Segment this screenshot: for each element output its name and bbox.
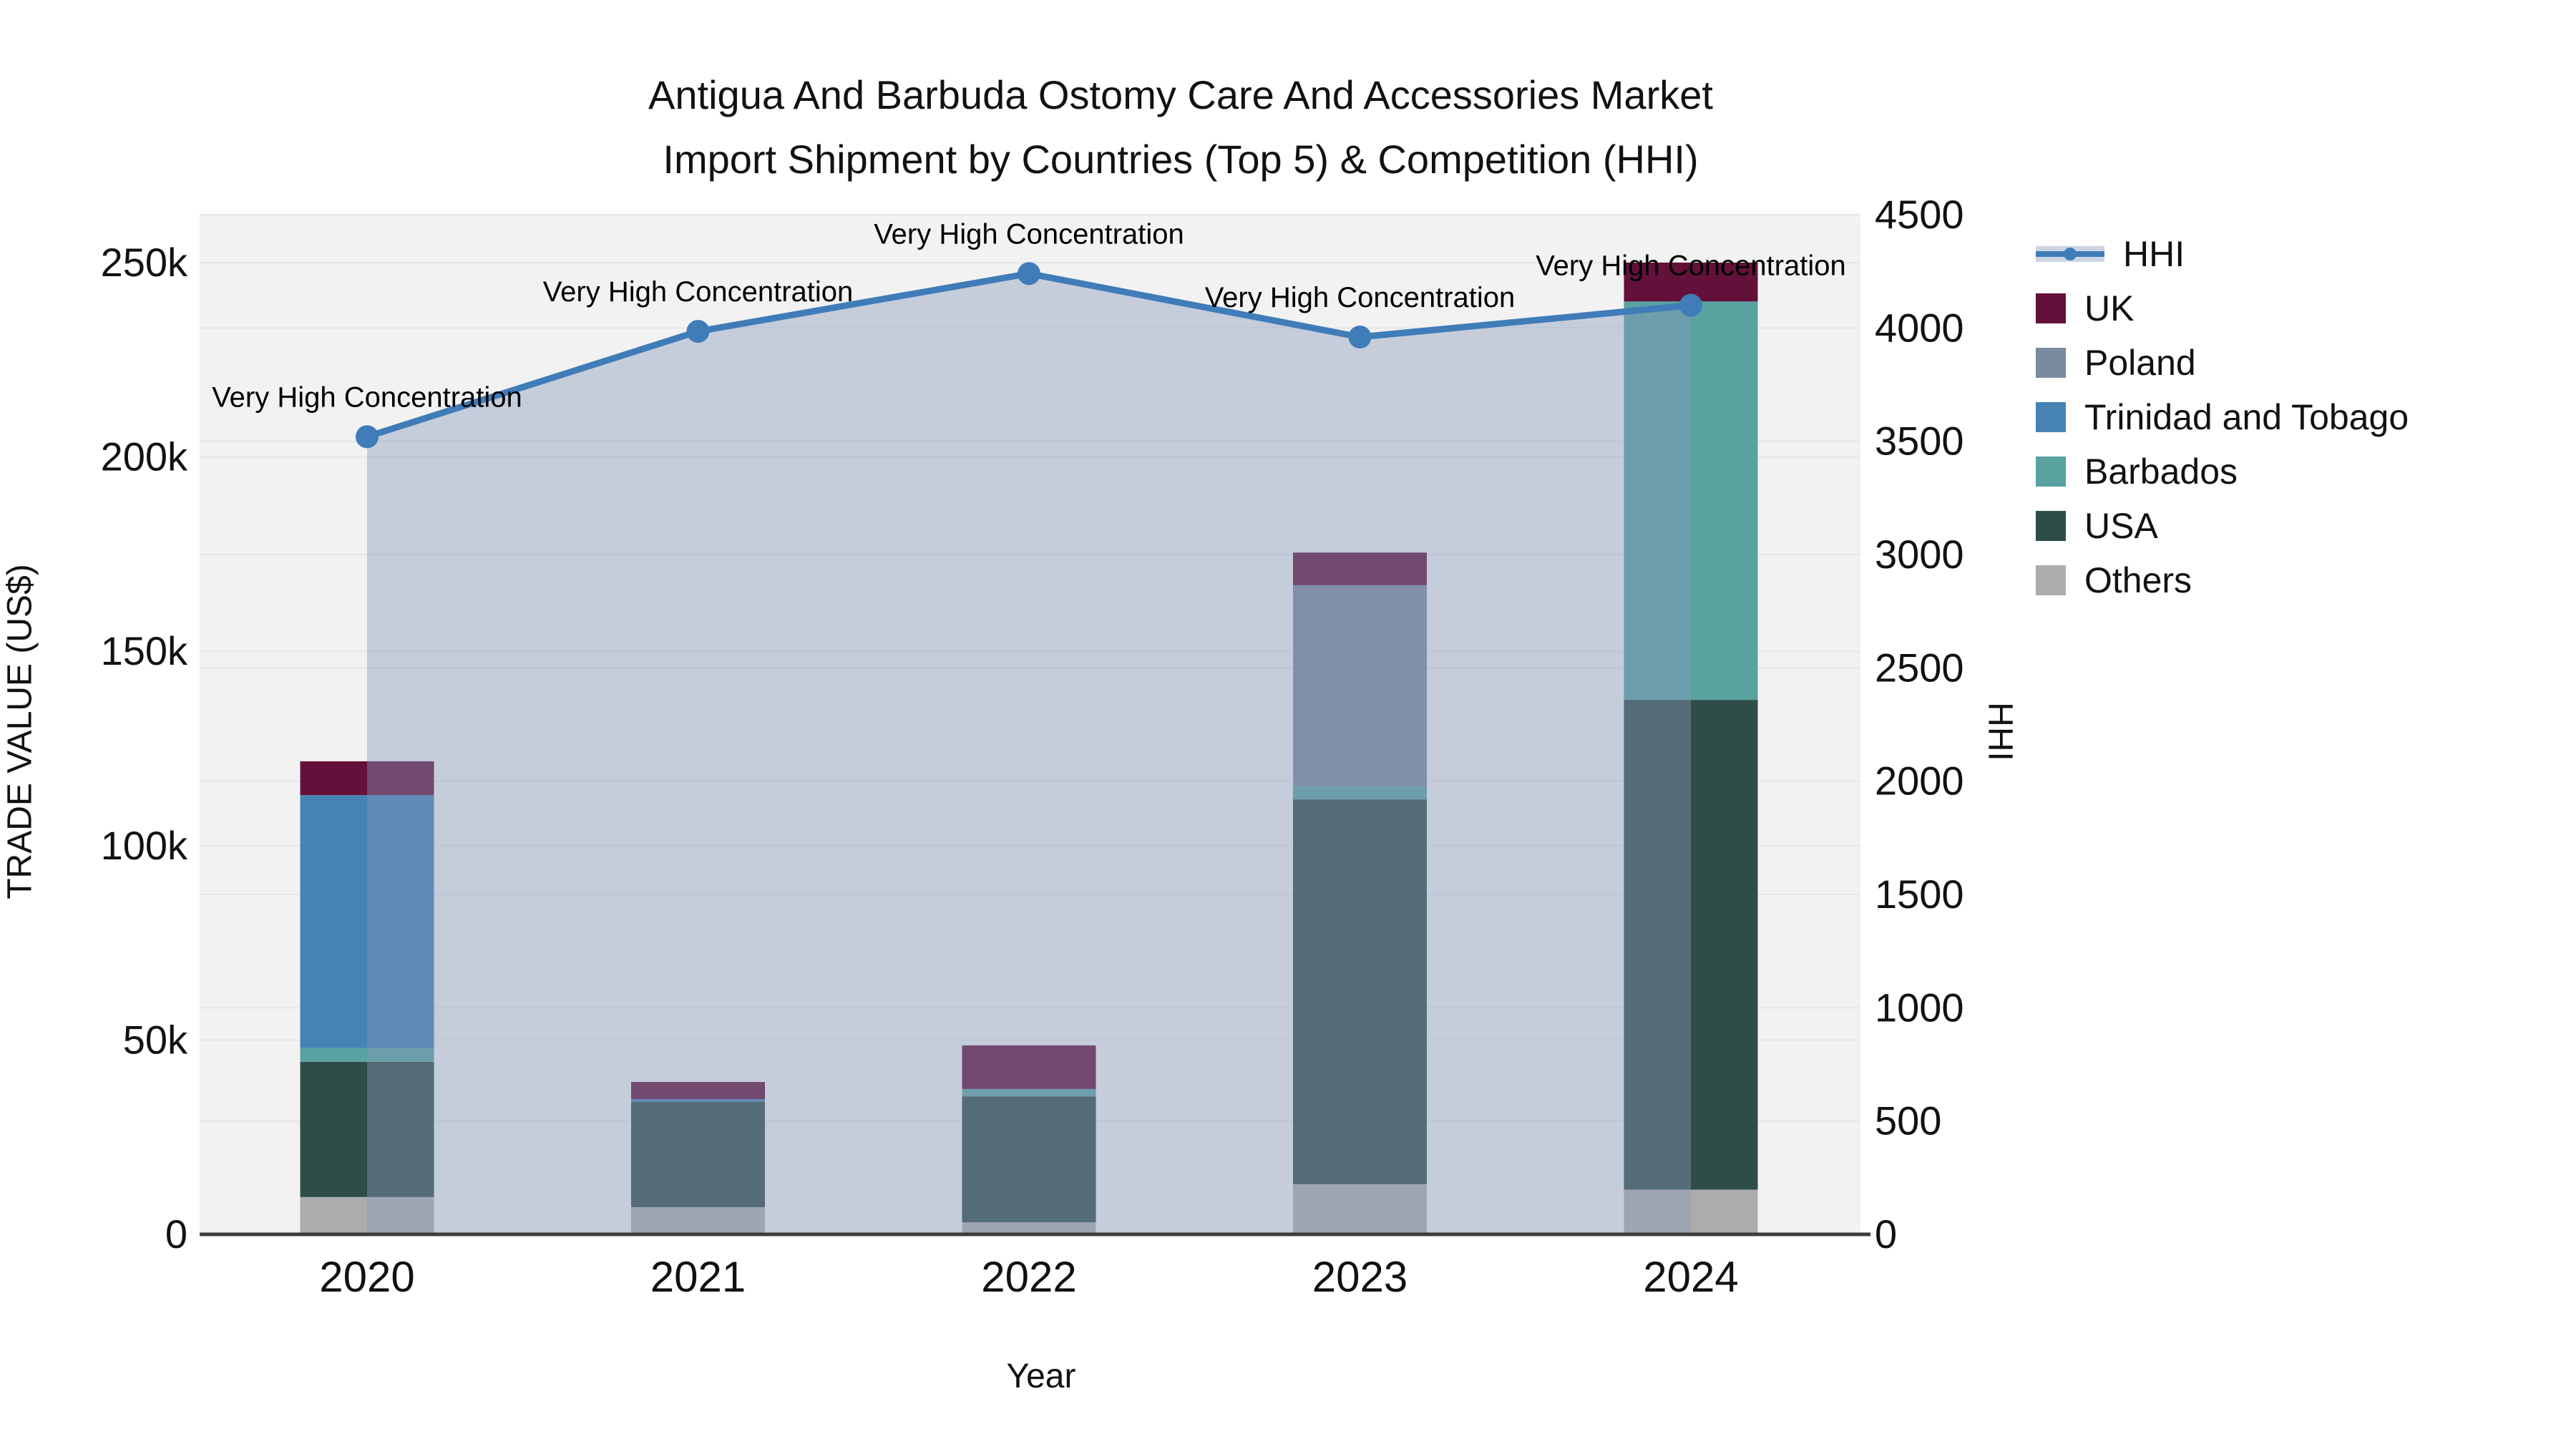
bar-segment-others-2020[interactable]	[300, 1196, 434, 1234]
chart-title-line2: Import Shipment by Countries (Top 5) & C…	[663, 137, 1699, 182]
bar-segment-usa-2021[interactable]	[631, 1101, 765, 1207]
legend-label: HHI	[2123, 234, 2185, 274]
bar-segment-poland-2023[interactable]	[1293, 585, 1427, 787]
legend-label: Trinidad and Tobago	[2084, 397, 2409, 437]
legend-label: USA	[2084, 506, 2158, 546]
x-tick-2021: 2021	[650, 1253, 746, 1301]
hhi-marker-2023[interactable]	[1348, 326, 1372, 348]
legend: HHI UK Poland Trinidad and Tobago Barbados US…	[2036, 234, 2409, 600]
hhi-area-fill	[367, 273, 1691, 1234]
legend-label: Barbados	[2084, 452, 2238, 492]
x-tick-2022: 2022	[981, 1253, 1076, 1301]
bar-segment-barbados-2020[interactable]	[300, 1048, 434, 1062]
x-tick-2020: 2020	[319, 1253, 414, 1301]
y-left-tick-150k: 150k	[101, 628, 188, 673]
x-axis-title: Year	[1006, 1357, 1076, 1395]
bar-segment-usa-2024[interactable]	[1624, 700, 1758, 1190]
bar-segment-uk-2023[interactable]	[1293, 552, 1427, 585]
legend-item-others[interactable]: Others	[2036, 560, 2409, 600]
y-right-tick-3000: 3000	[1875, 532, 1964, 577]
bar-segment-usa-2022[interactable]	[962, 1096, 1096, 1223]
bar-segment-others-2022[interactable]	[962, 1222, 1096, 1234]
color-swatch-icon	[2036, 293, 2066, 323]
legend-label: Others	[2084, 560, 2192, 600]
bar-segment-uk-2022[interactable]	[962, 1045, 1096, 1089]
y-right-tick-2500: 2500	[1875, 645, 1964, 690]
bar-segment-usa-2023[interactable]	[1293, 799, 1427, 1184]
color-swatch-icon	[2036, 565, 2066, 595]
y-right-tick-0: 0	[1875, 1211, 1897, 1257]
y-right-tick-1500: 1500	[1875, 872, 1964, 917]
color-swatch-icon	[2036, 511, 2066, 541]
y-right-tick-4000: 4000	[1875, 305, 1964, 350]
y-left-tick-0: 0	[165, 1211, 187, 1257]
hhi-marker-2024[interactable]	[1679, 293, 1702, 317]
color-swatch-icon	[2036, 348, 2066, 378]
hhi-line-dot	[2064, 248, 2077, 260]
bar-segment-others-2024[interactable]	[1624, 1189, 1758, 1234]
bar-segment-uk-2021[interactable]	[631, 1082, 765, 1099]
legend-item-barbados[interactable]: Barbados	[2036, 452, 2409, 492]
bar-segment-uk-2020[interactable]	[300, 761, 434, 796]
legend-item-poland[interactable]: Poland	[2036, 343, 2409, 383]
legend-label: Poland	[2084, 343, 2196, 383]
x-tick-2024: 2024	[1643, 1253, 1738, 1301]
hhi-marker-2020[interactable]	[356, 425, 379, 449]
x-tick-2023: 2023	[1312, 1253, 1407, 1301]
color-swatch-icon	[2036, 457, 2066, 487]
legend-item-usa[interactable]: USA	[2036, 506, 2409, 546]
legend-item-trinidad-and-tobago[interactable]: Trinidad and Tobago	[2036, 397, 2409, 437]
bar-segment-trinidad-and-tobago-2020[interactable]	[300, 795, 434, 1048]
y-right-tick-4500: 4500	[1875, 192, 1964, 237]
bar-segment-usa-2020[interactable]	[300, 1061, 434, 1197]
annotation-2021: Very High Concentration	[543, 276, 854, 308]
hhi-line-swatch-icon	[2036, 243, 2104, 265]
y-right-tick-500: 500	[1875, 1098, 1941, 1143]
hhi-marker-2021[interactable]	[686, 320, 710, 343]
bar-segment-barbados-2023[interactable]	[1293, 786, 1427, 800]
color-swatch-icon	[2036, 402, 2066, 432]
y-left-tick-250k: 250k	[101, 240, 188, 285]
y-axis-title-left: TRADE VALUE (US$)	[1, 564, 39, 899]
y-axis-title-right: HHI	[1981, 702, 2019, 761]
chart-title-line1: Antigua And Barbuda Ostomy Care And Acce…	[648, 72, 1713, 117]
y-left-tick-50k: 50k	[123, 1017, 188, 1062]
y-left-tick-100k: 100k	[101, 823, 188, 868]
annotation-2023: Very High Concentration	[1205, 282, 1516, 313]
legend-item-hhi[interactable]: HHI	[2036, 234, 2409, 274]
y-left-tick-200k: 200k	[101, 434, 188, 479]
bar-segment-trinidad-and-tobago-2021[interactable]	[631, 1098, 765, 1102]
y-right-tick-2000: 2000	[1875, 758, 1964, 804]
hhi-marker-2022[interactable]	[1018, 262, 1040, 286]
annotation-2020: Very High Concentration	[212, 381, 522, 413]
bar-segment-others-2023[interactable]	[1293, 1184, 1427, 1234]
y-right-tick-1000: 1000	[1875, 985, 1964, 1030]
bar-segment-barbados-2022[interactable]	[962, 1088, 1096, 1097]
annotation-2024: Very High Concentration	[1536, 250, 1846, 282]
y-right-tick-3500: 3500	[1875, 419, 1964, 464]
bar-segment-others-2021[interactable]	[631, 1206, 765, 1234]
chart-title: Antigua And Barbuda Ostomy Care And Acce…	[472, 63, 1889, 192]
legend-item-uk[interactable]: UK	[2036, 288, 2409, 328]
bar-segment-barbados-2024[interactable]	[1624, 301, 1758, 701]
annotation-2022: Very High Concentration	[874, 218, 1184, 250]
legend-label: UK	[2084, 288, 2135, 328]
